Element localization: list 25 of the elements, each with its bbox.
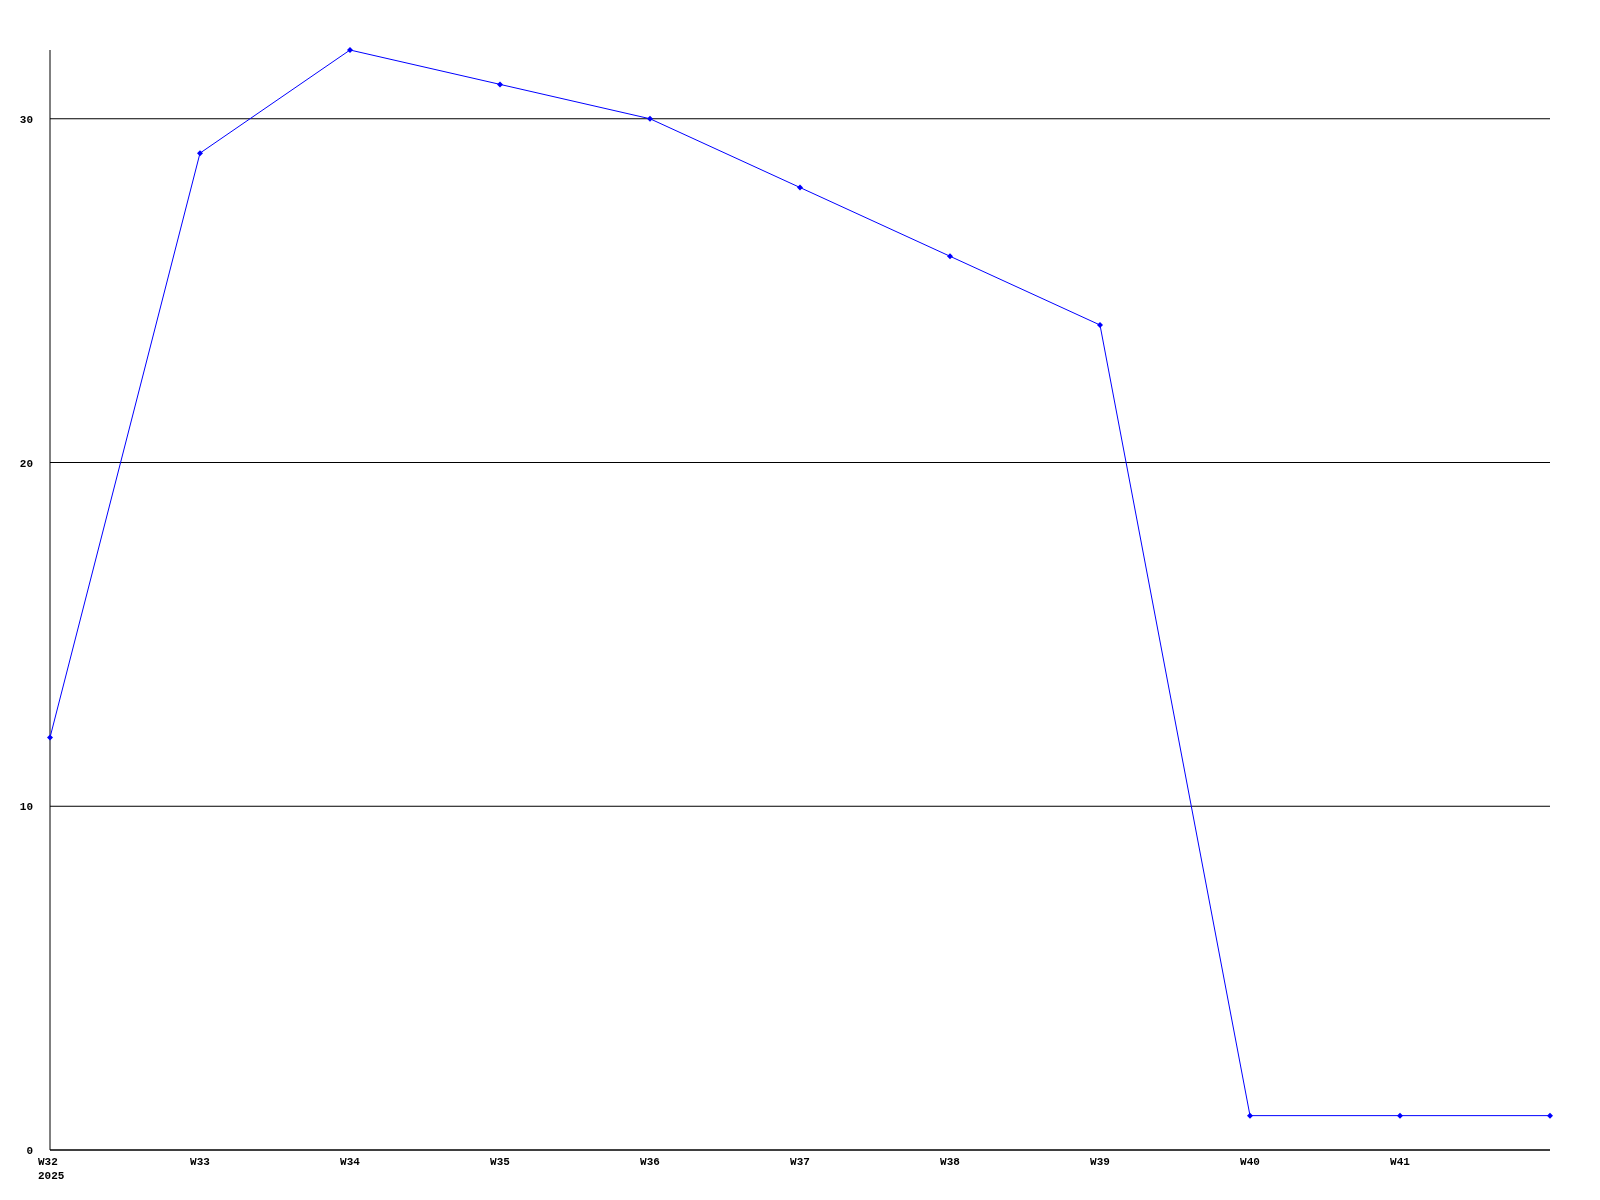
- point: [1397, 1112, 1403, 1119]
- x-tick-label: W32 2025: [38, 1156, 65, 1182]
- x-tick-label: W37: [790, 1156, 810, 1168]
- x-tick-label: W36: [640, 1156, 660, 1168]
- point: [1547, 1112, 1553, 1119]
- x-tick-label: W40: [1240, 1156, 1260, 1168]
- point: [197, 150, 203, 157]
- x-tick-label: W35: [490, 1156, 511, 1168]
- y-tick-label: 10: [19, 801, 33, 814]
- point: [497, 81, 503, 88]
- x-tick-label: W38: [940, 1156, 961, 1168]
- y-tick-label: 0: [26, 1145, 33, 1157]
- point: [647, 115, 653, 122]
- x-tick-label: W34: [340, 1156, 361, 1168]
- point: [1097, 322, 1103, 328]
- point: [347, 47, 353, 53]
- x-tick-label: W39: [1090, 1156, 1110, 1168]
- point: [47, 734, 53, 741]
- x-tick-label: W41: [1390, 1156, 1411, 1168]
- point: [797, 184, 803, 191]
- point: [947, 253, 953, 260]
- x-tick-label: W33: [190, 1156, 211, 1168]
- y-tick-label: 30: [19, 113, 33, 126]
- y-tick-label: 20: [19, 457, 33, 470]
- point: [1247, 1112, 1253, 1119]
